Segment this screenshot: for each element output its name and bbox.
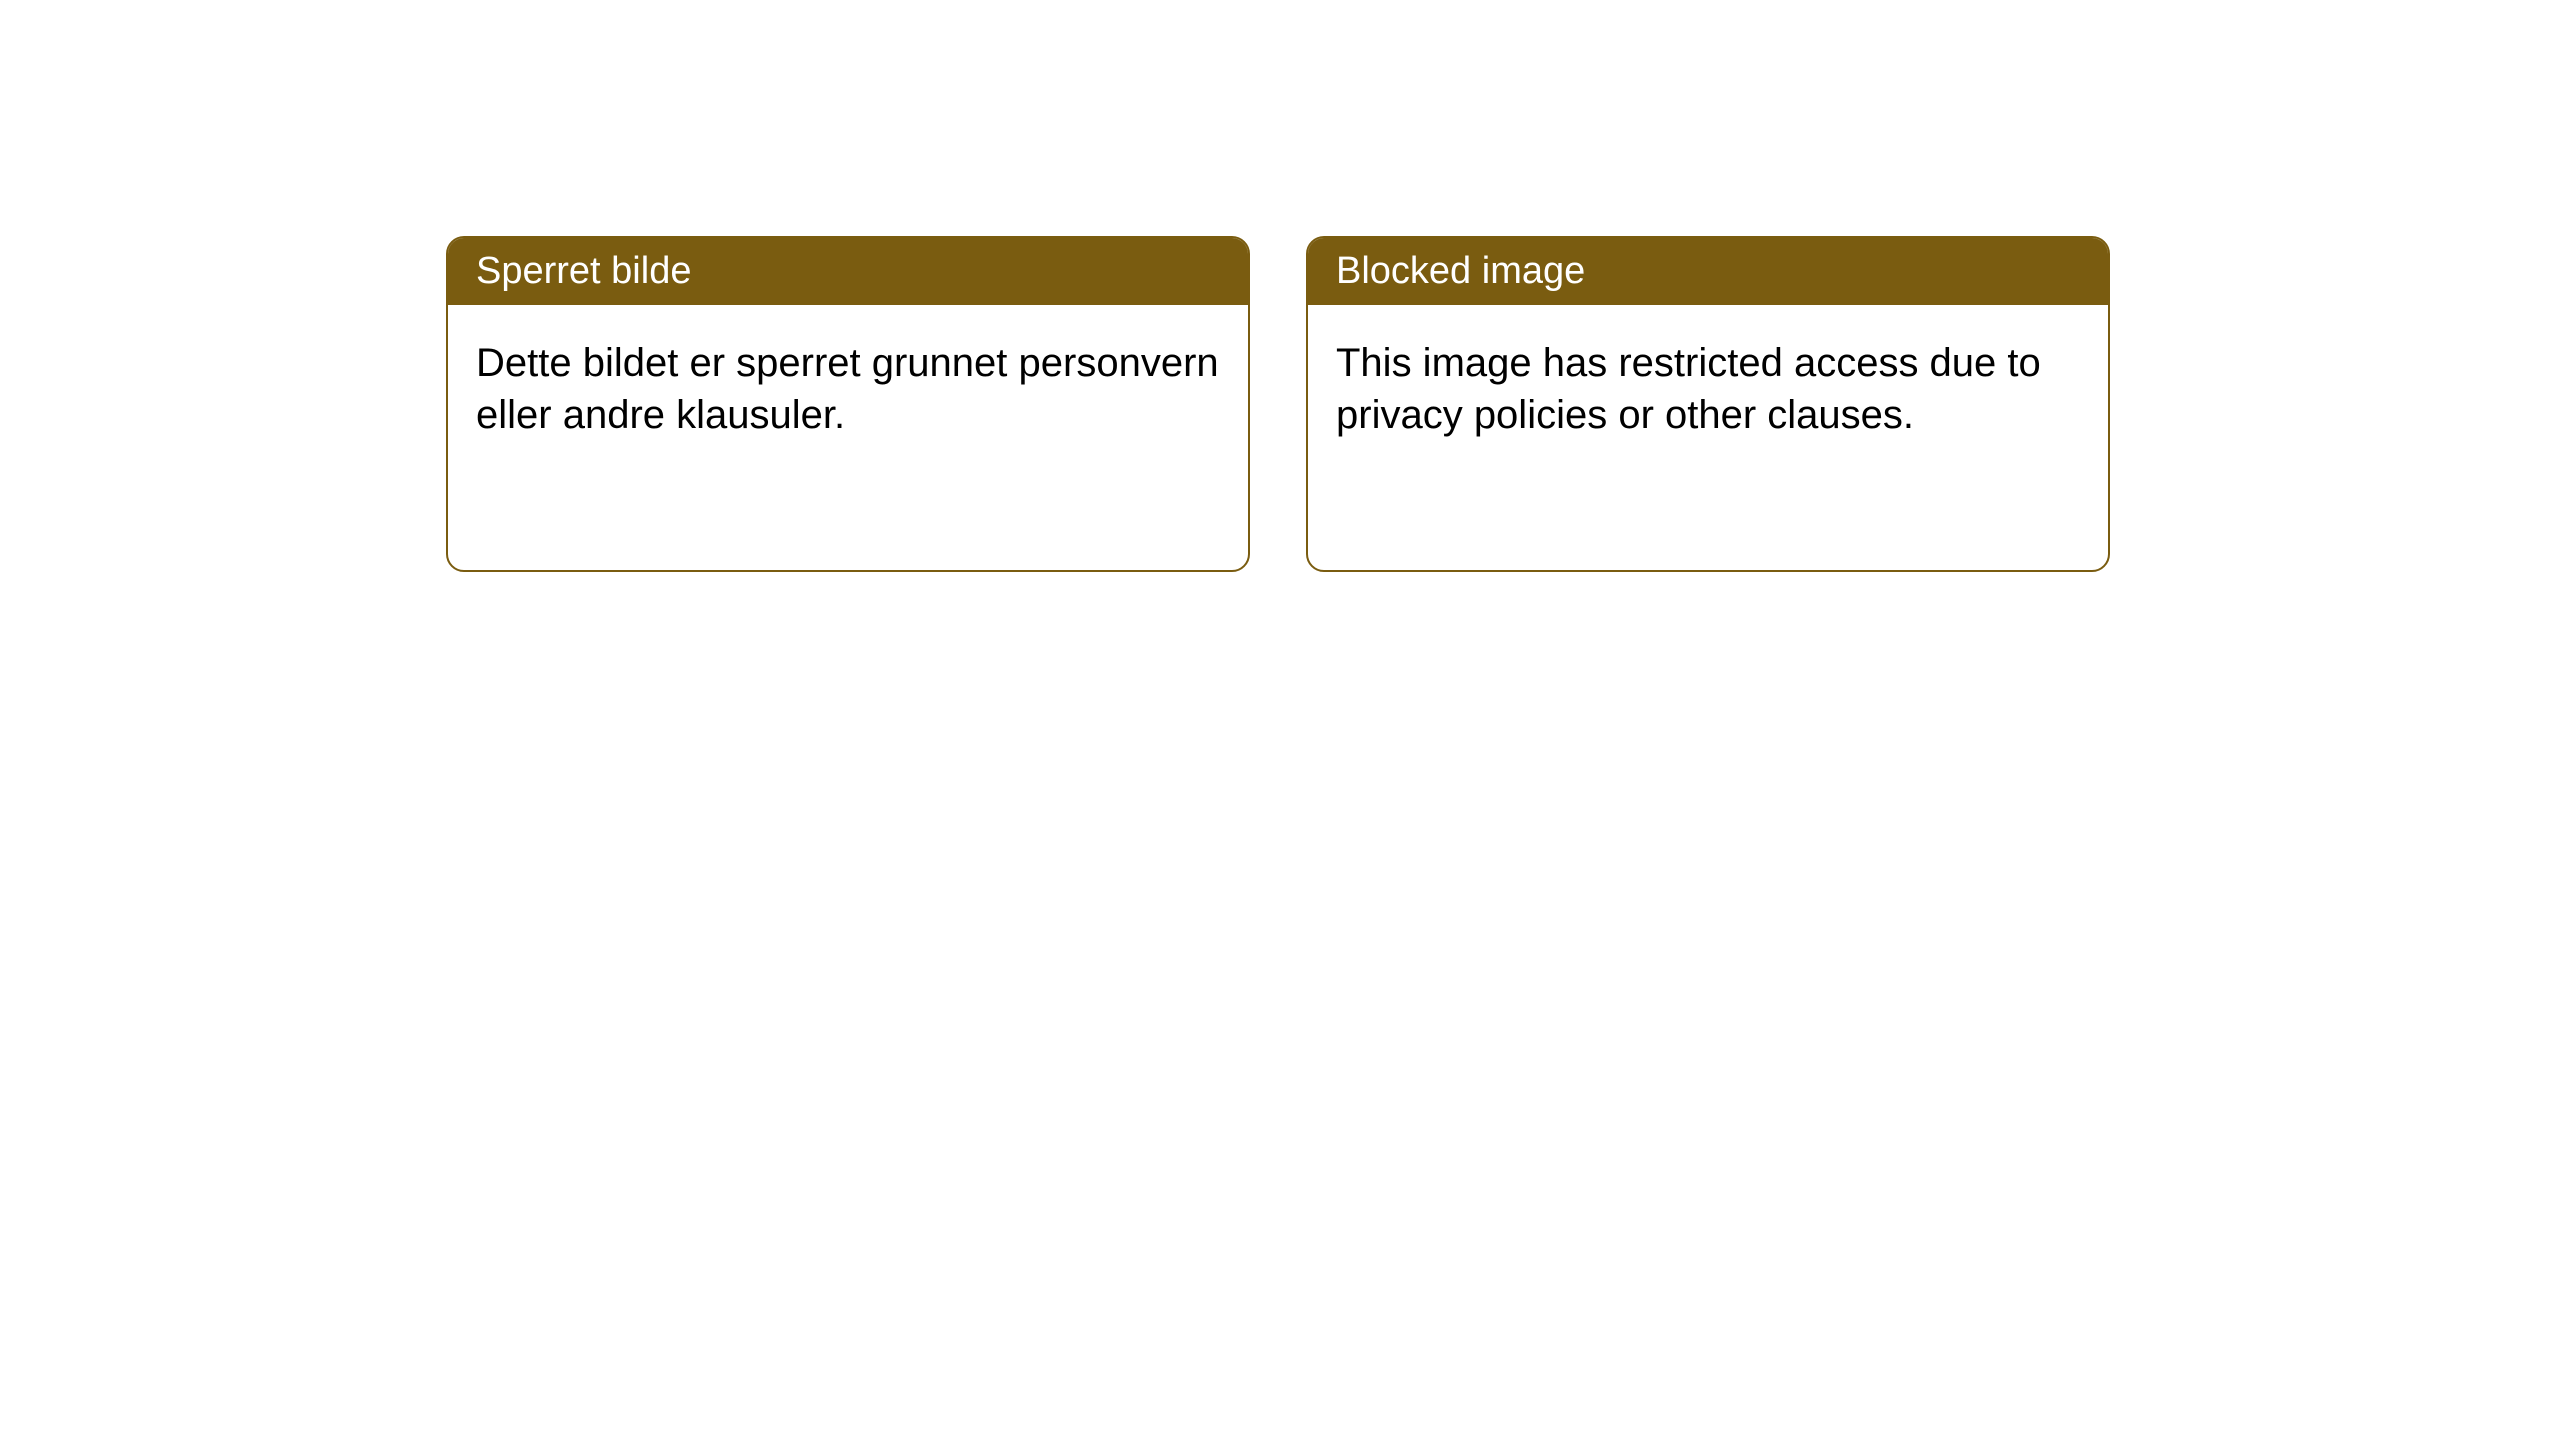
card-message: This image has restricted access due to …	[1336, 341, 2041, 437]
notice-card-norwegian: Sperret bilde Dette bildet er sperret gr…	[446, 236, 1250, 572]
card-message: Dette bildet er sperret grunnet personve…	[476, 341, 1219, 437]
card-title: Sperret bilde	[476, 250, 691, 292]
notice-card-english: Blocked image This image has restricted …	[1306, 236, 2110, 572]
card-header: Sperret bilde	[448, 238, 1248, 305]
card-title: Blocked image	[1336, 250, 1585, 292]
card-body: Dette bildet er sperret grunnet personve…	[448, 305, 1248, 473]
notice-cards-container: Sperret bilde Dette bildet er sperret gr…	[0, 0, 2560, 572]
card-header: Blocked image	[1308, 238, 2108, 305]
card-body: This image has restricted access due to …	[1308, 305, 2108, 473]
